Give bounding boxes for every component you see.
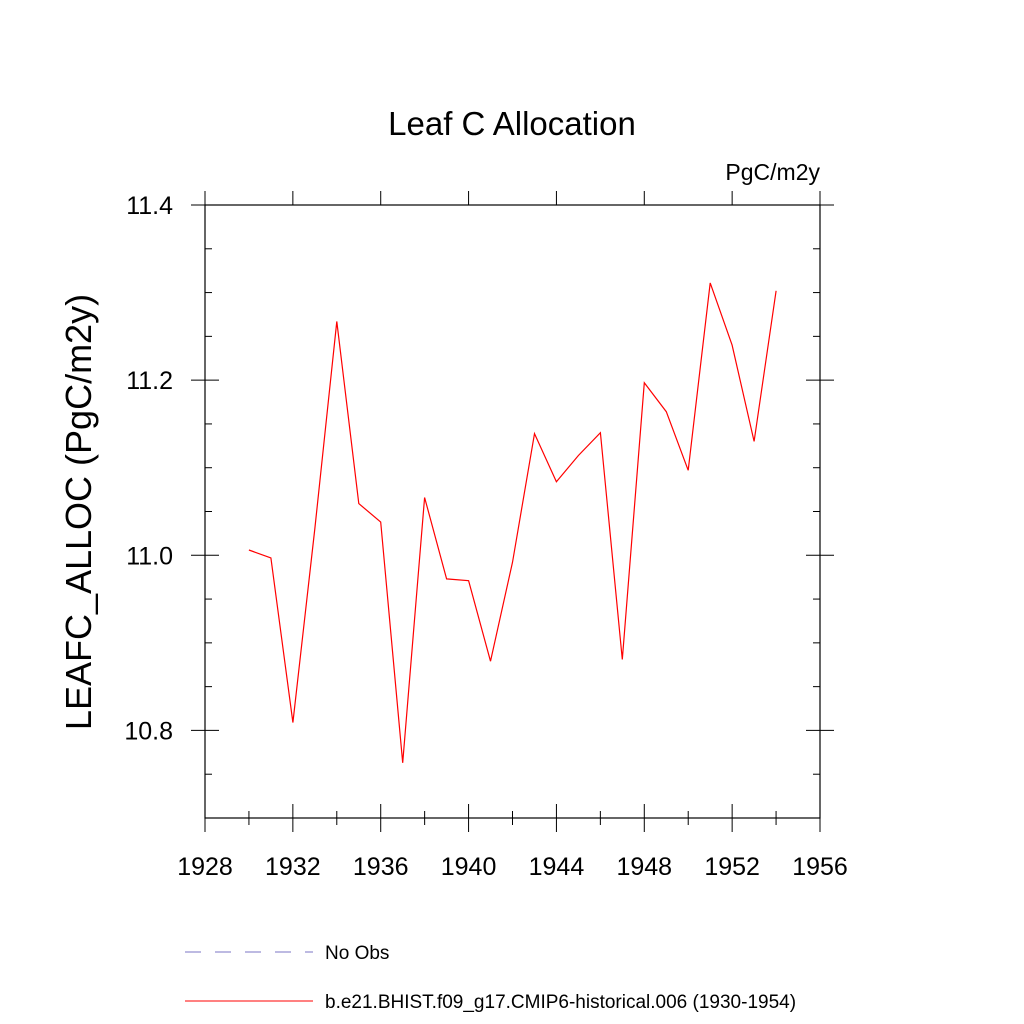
x-tick-label: 1936 <box>353 853 409 881</box>
y-tick-label: 11.4 <box>126 192 173 220</box>
x-tick-label: 1952 <box>704 853 760 881</box>
legend-label: b.e21.BHIST.f09_g17.CMIP6-historical.006… <box>325 992 796 1013</box>
data-point <box>731 344 734 347</box>
data-point <box>665 410 668 413</box>
units-label: PgC/m2y <box>725 159 820 185</box>
data-point <box>599 431 602 434</box>
x-tick-label: 1928 <box>177 853 233 881</box>
data-point <box>335 320 338 323</box>
series-group <box>247 281 778 764</box>
data-point <box>423 496 426 499</box>
data-point <box>511 561 514 564</box>
plot-frame <box>204 204 821 819</box>
y-tick-label: 11.0 <box>126 542 173 570</box>
chart-title: Leaf C Allocation <box>388 105 636 142</box>
x-tick-label: 1940 <box>441 853 497 881</box>
data-point <box>577 454 580 457</box>
data-point <box>775 289 778 292</box>
x-tick-label: 1948 <box>616 853 672 881</box>
data-point <box>533 432 536 435</box>
data-point <box>247 549 250 552</box>
data-point <box>687 469 690 472</box>
data-point <box>401 761 404 764</box>
data-point <box>445 577 448 580</box>
y-axis-label: LEAFC_ALLOC (PgC/m2y) <box>58 294 99 730</box>
legend-label: No Obs <box>325 943 389 964</box>
axis-tick-labels: 1928 1932 1936 1940 1944 1948 1952 1956 10.8 11.0… <box>124 192 847 881</box>
data-point <box>313 528 316 531</box>
x-tick-label: 1956 <box>792 853 848 881</box>
series-line <box>248 282 777 763</box>
data-point <box>379 521 382 524</box>
data-point <box>269 556 272 559</box>
data-point <box>489 660 492 663</box>
data-point <box>621 658 624 661</box>
data-point <box>291 721 294 724</box>
axis-ticks <box>191 191 834 832</box>
data-point <box>643 381 646 384</box>
data-point <box>357 502 360 505</box>
x-tick-label: 1944 <box>529 853 585 881</box>
data-point <box>709 281 712 284</box>
x-tick-label: 1932 <box>265 853 321 881</box>
y-tick-label: 11.2 <box>126 367 173 395</box>
data-point <box>555 480 558 483</box>
data-point <box>753 440 756 443</box>
y-tick-label: 10.8 <box>124 717 173 745</box>
data-point <box>467 579 470 582</box>
legend: No Obs b.e21.BHIST.f09_g17.CMIP6-historic… <box>185 943 796 1013</box>
